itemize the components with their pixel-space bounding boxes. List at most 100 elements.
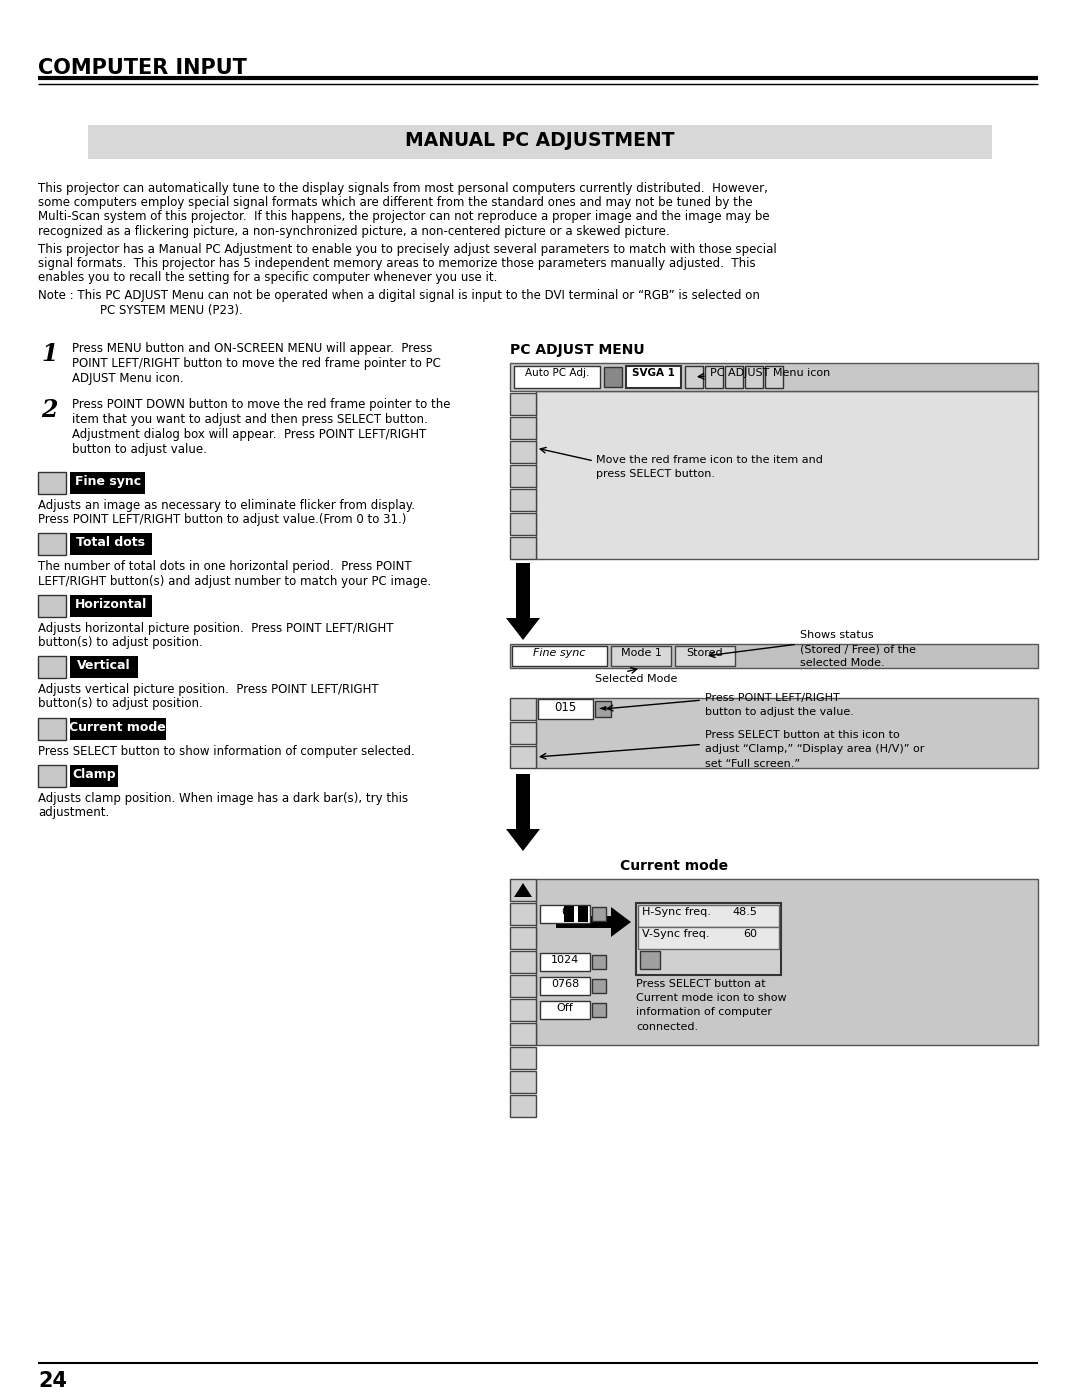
Bar [592,979,606,993]
Text: selected Mode.: selected Mode. [800,658,885,668]
Bar [38,472,66,495]
Text: Total dots: Total dots [77,536,146,549]
Text: set “Full screen.”: set “Full screen.” [705,759,800,768]
Text: 2: 2 [41,398,57,422]
Bar [70,534,152,556]
Bar [510,416,536,439]
Bar [540,953,590,971]
Bar [675,645,735,666]
Text: Adjusts horizontal picture position.  Press POINT LEFT/RIGHT: Adjusts horizontal picture position. Pre… [38,622,393,634]
Text: Horizontal: Horizontal [75,598,147,610]
Bar [510,489,536,511]
Text: button to adjust the value.: button to adjust the value. [705,707,854,717]
Text: V-Sync freq.: V-Sync freq. [642,929,710,939]
Bar [514,366,600,388]
Text: This projector has a Manual PC Adjustment to enable you to precisely adjust seve: This projector has a Manual PC Adjustmen… [38,243,777,256]
Polygon shape [611,907,631,937]
Text: adjustment.: adjustment. [38,806,109,819]
Text: 24: 24 [38,1370,67,1391]
Text: Mode 1: Mode 1 [621,648,661,658]
Bar [510,1023,536,1045]
Bar [510,465,536,488]
Bar [510,746,536,768]
Text: Press POINT DOWN button to move the red frame pointer to the
item that you want : Press POINT DOWN button to move the red … [72,398,450,455]
Text: Press SELECT button at this icon to: Press SELECT button at this icon to [705,731,900,740]
Bar [510,363,1038,391]
Text: information of computer: information of computer [636,1007,772,1017]
Bar [510,698,536,719]
Bar [592,956,606,970]
Bar [510,928,536,949]
Text: 015: 015 [554,701,577,714]
Text: press SELECT button.: press SELECT button. [596,469,715,479]
Bar [685,366,703,388]
Bar [640,951,660,970]
Bar [510,951,536,972]
Bar [38,595,66,617]
Bar [510,1046,536,1069]
Bar [536,698,1038,768]
Bar [70,595,152,617]
Bar [70,657,138,678]
Text: 1024: 1024 [551,956,579,965]
Bar [87,124,993,159]
Text: Press MENU button and ON-SCREEN MENU will appear.  Press
POINT LEFT/RIGHT button: Press MENU button and ON-SCREEN MENU wil… [72,342,441,386]
Text: Auto PC Adj.: Auto PC Adj. [525,367,590,379]
Bar [510,879,536,901]
Bar [611,645,671,666]
Text: Note : This PC ADJUST Menu can not be operated when a digital signal is input to: Note : This PC ADJUST Menu can not be op… [38,289,760,302]
Text: This projector can automatically tune to the display signals from most personal : This projector can automatically tune to… [38,182,768,196]
Bar [510,513,536,535]
Bar [595,701,611,717]
Text: H-Sync freq.: H-Sync freq. [642,907,711,916]
Text: 60: 60 [743,929,757,939]
Text: enables you to recall the setting for a specific computer whenever you use it.: enables you to recall the setting for a … [38,271,498,284]
Bar [510,536,536,559]
Bar [705,366,723,388]
Text: COMPUTER INPUT: COMPUTER INPUT [38,59,247,78]
Text: Adjusts vertical picture position.  Press POINT LEFT/RIGHT: Adjusts vertical picture position. Press… [38,683,379,696]
Text: Stored: Stored [687,648,724,658]
Bar [636,902,781,975]
Text: Adjusts an image as necessary to eliminate flicker from display.: Adjusts an image as necessary to elimina… [38,499,415,511]
Text: some computers employ special signal formats which are different from the standa: some computers employ special signal for… [38,196,753,210]
Bar [578,907,588,922]
Text: LEFT/RIGHT button(s) and adjust number to match your PC image.: LEFT/RIGHT button(s) and adjust number t… [38,574,431,588]
Bar [745,366,762,388]
Bar [70,472,145,495]
Text: Clamp: Clamp [72,768,116,781]
Text: 1: 1 [41,342,57,366]
Text: PC ADJUST MENU: PC ADJUST MENU [510,344,645,358]
Text: Vertical: Vertical [78,659,131,672]
Bar [38,718,66,739]
Text: Current mode: Current mode [69,721,166,733]
Text: (Stored / Free) of the: (Stored / Free) of the [800,644,916,654]
Bar [638,928,779,949]
Text: Current mode: Current mode [620,859,728,873]
Text: 0: 0 [562,907,568,916]
Text: The number of total dots in one horizontal period.  Press POINT: The number of total dots in one horizont… [38,560,411,573]
Bar [536,879,1038,1045]
Bar [725,366,743,388]
Polygon shape [507,828,540,851]
Bar [510,1095,536,1118]
Bar [510,393,536,415]
Text: MANUAL PC ADJUSTMENT: MANUAL PC ADJUSTMENT [405,131,675,149]
Bar [564,907,573,922]
Bar [540,905,590,923]
Bar [510,441,536,462]
Text: Selected Mode: Selected Mode [595,673,677,685]
Text: signal formats.  This projector has 5 independent memory areas to memorize those: signal formats. This projector has 5 ind… [38,257,756,270]
Text: PC SYSTEM MENU (P23).: PC SYSTEM MENU (P23). [70,303,243,317]
Text: button(s) to adjust position.: button(s) to adjust position. [38,636,203,650]
Text: PC ADJUST Menu icon: PC ADJUST Menu icon [710,367,831,379]
Bar [626,366,681,388]
Bar [592,1003,606,1017]
Text: Fine sync: Fine sync [75,475,140,488]
Text: Shows status: Shows status [800,630,874,640]
Text: Multi-Scan system of this projector.  If this happens, the projector can not rep: Multi-Scan system of this projector. If … [38,211,770,224]
Bar [510,902,536,925]
Bar [70,718,165,739]
Text: Off: Off [556,1003,573,1013]
Text: adjust “Clamp,” “Display area (H/V)” or: adjust “Clamp,” “Display area (H/V)” or [705,745,924,754]
